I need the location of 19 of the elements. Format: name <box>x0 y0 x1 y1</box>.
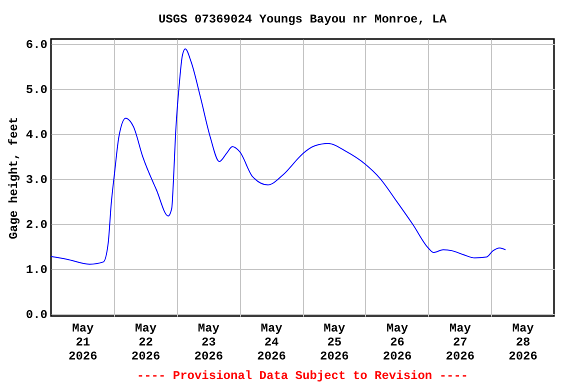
text: ---- Provisional Data Subject to Revision ---- <box>136 369 468 383</box>
x-tick-label: May 26 2026 <box>382 322 412 364</box>
y-tick-label: 3.0 <box>26 173 48 188</box>
line-series <box>50 48 506 265</box>
x-tick-label: May 28 2026 <box>508 322 538 364</box>
y-tick-label: 6.0 <box>26 38 48 52</box>
y-tick-label: 0.0 <box>26 308 48 322</box>
y-tick-label: 5.0 <box>26 83 48 98</box>
x-tick-label: May 23 2026 <box>194 322 224 364</box>
y-tick-label: 4.0 <box>26 128 48 142</box>
x-tick-label: May 25 2026 <box>320 322 349 364</box>
x-tick-label: May 24 2026 <box>257 322 286 364</box>
y-tick-label: 1.0 <box>26 263 48 278</box>
x-tick-label: May 27 2026 <box>446 322 475 364</box>
x-tick-label: May 22 2026 <box>131 322 160 364</box>
chart-title: USGS 07369024 Youngs Bayou nr Monroe, LA <box>158 12 448 27</box>
x-tick-label: May 21 2026 <box>68 322 98 364</box>
y-tick-label: 2.0 <box>26 218 48 232</box>
y-axis-title: Gage height, feet <box>6 116 21 240</box>
